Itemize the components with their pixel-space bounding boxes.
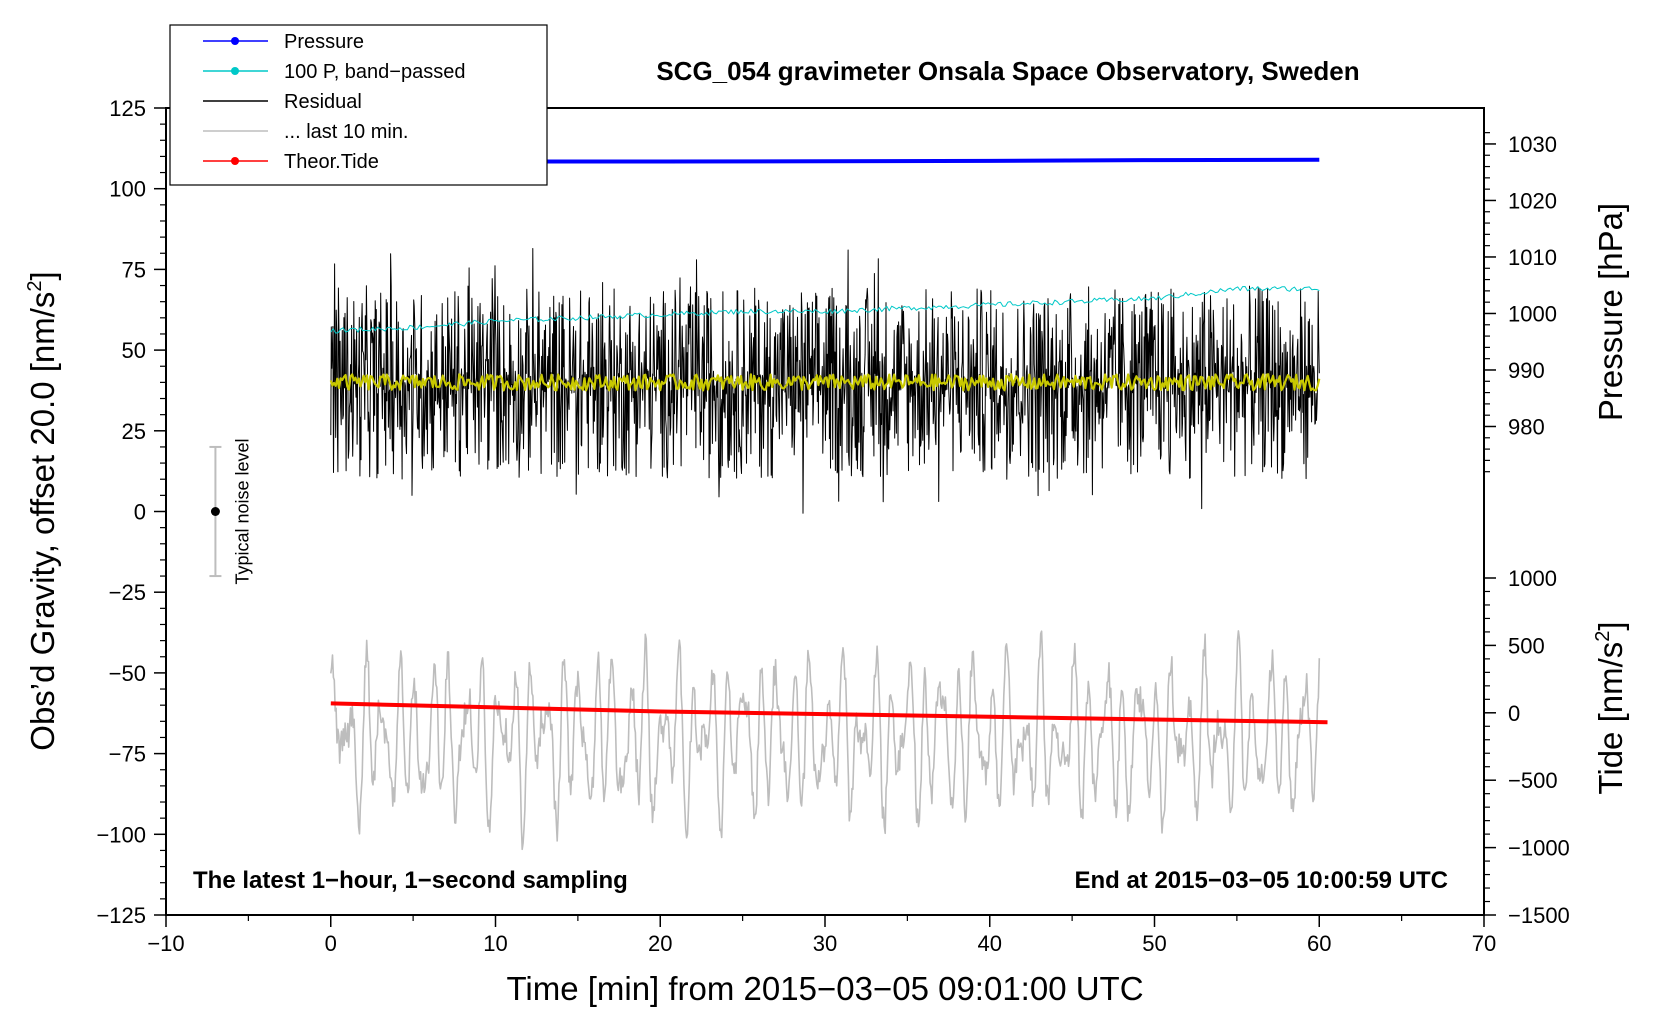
legend-entries: Pressure 100 P, band−passed Residual ... la… (203, 31, 465, 173)
pressure-tick-label: 1000 (1508, 301, 1557, 326)
y-left-tick-label: −125 (96, 903, 146, 928)
series-residual (330, 248, 1320, 514)
y-right-tide-title: Tide [nm/s2] (1592, 621, 1629, 794)
noise-level-dot (210, 507, 220, 516)
annotation-latest-hour: The latest 1−hour, 1−second sampling (193, 867, 628, 894)
x-tick-label: 70 (1472, 931, 1496, 956)
annotation-end-time: End at 2015−03−05 10:00:59 UTC (1074, 867, 1448, 894)
x-tick-label: 10 (483, 931, 507, 956)
series-pressure-band-passed (330, 286, 1320, 334)
y-left-tick-label: 0 (134, 500, 146, 525)
tide-tick-label: 1000 (1508, 566, 1557, 591)
y-left-tick-label: 75 (122, 257, 146, 282)
legend-label: Pressure (284, 31, 364, 53)
y-left-axis-title-text: Obs’d Gravity, offset 20.0 [nm/s (24, 292, 61, 751)
legend-label: Residual (284, 91, 362, 113)
tide-tick-label: −1000 (1508, 836, 1570, 861)
pressure-tick-label: 1030 (1508, 132, 1557, 157)
y-left-axis-title: Obs’d Gravity, offset 20.0 [nm/s2] (24, 271, 61, 750)
y-left-axis-title-close: ] (24, 271, 61, 280)
y-left-tick-label: 125 (109, 96, 146, 121)
x-tick-label: 20 (648, 931, 672, 956)
series-theoretical-tide (330, 701, 1328, 725)
legend-label: ... last 10 min. (284, 121, 409, 143)
legend-marker (231, 157, 239, 165)
tide-tick-label: 500 (1508, 633, 1545, 658)
y-left-tick-label: 25 (122, 419, 146, 444)
noise-level-indicator: Typical noise level (209, 438, 252, 585)
y-right-pressure-title: Pressure [hPa] (1592, 203, 1629, 421)
chart-title: SCG_054 gravimeter Onsala Space Observat… (656, 56, 1359, 86)
y-left-tick-label: 50 (122, 338, 146, 363)
x-tick-label: 50 (1142, 931, 1166, 956)
legend: Pressure 100 P, band−passed Residual ... la… (169, 24, 548, 186)
y-left-tick-label: −100 (96, 822, 146, 847)
legend-marker (231, 67, 239, 75)
x-tick-label: 30 (813, 931, 837, 956)
series-residual-smoothed (329, 373, 1321, 392)
pressure-tick-label: 990 (1508, 358, 1545, 383)
legend-marker (231, 37, 239, 45)
tide-tick-label: −1500 (1508, 903, 1570, 928)
y-right-tide-title-close: ] (1592, 621, 1629, 630)
noise-level-label: Typical noise level (232, 438, 252, 584)
series-layer (329, 157, 1328, 851)
x-axis-title: Time [min] from 2015−03−05 09:01:00 UTC (506, 970, 1143, 1007)
y-left-axis-title-sup: 2 (24, 280, 46, 291)
x-tick-label: 0 (325, 931, 337, 956)
x-tick-label: 60 (1307, 931, 1331, 956)
y-left-tick-label: −75 (109, 742, 146, 767)
legend-label: 100 P, band−passed (284, 61, 465, 83)
y-left-tick-label: −50 (109, 661, 146, 686)
axis-ticks: −10 0 10 20 30 40 50 60 701251007550250−25−50−75… (96, 96, 1569, 956)
pressure-tick-label: 1020 (1508, 188, 1557, 213)
tide-tick-label: −500 (1508, 768, 1558, 793)
y-left-tick-label: −25 (109, 580, 146, 605)
y-right-tide-title-text: Tide [nm/s (1592, 642, 1629, 795)
series-last-10-min (330, 630, 1321, 851)
legend-label: Theor.Tide (284, 151, 379, 173)
y-left-tick-label: 100 (109, 177, 146, 202)
pressure-tick-label: 1010 (1508, 245, 1557, 270)
pressure-tick-label: 980 (1508, 414, 1545, 439)
y-right-tide-title-sup: 2 (1592, 631, 1614, 642)
x-tick-label: −10 (147, 931, 184, 956)
x-tick-label: 40 (978, 931, 1002, 956)
tide-tick-label: 0 (1508, 701, 1520, 726)
